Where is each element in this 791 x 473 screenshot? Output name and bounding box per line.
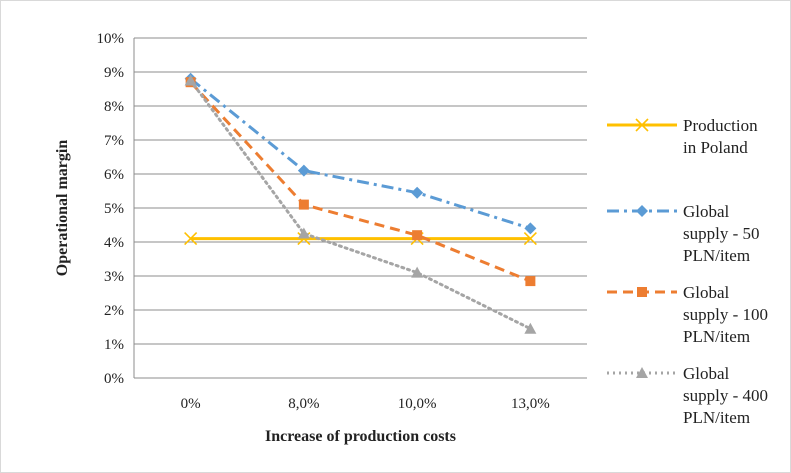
legend: Production in Poland Global supply - 50 PLN/… — [607, 116, 768, 427]
series-4 — [184, 74, 537, 334]
x-tick-label: 8,0% — [288, 396, 319, 412]
axes — [133, 38, 587, 379]
data-point — [411, 266, 424, 278]
legend-label-line: supply - 50 — [683, 224, 760, 243]
legend-label-line: supply - 400 — [683, 386, 768, 405]
legend-label-line: in Poland — [683, 138, 748, 157]
y-tick-label: 10% — [97, 31, 125, 47]
data-point — [525, 276, 536, 287]
legend-label-line: Global — [683, 364, 730, 383]
y-tick-label: 7% — [104, 133, 124, 149]
data-point — [297, 164, 310, 177]
legend-label: Global supply - 100 PLN/item — [683, 283, 768, 346]
data-point — [411, 186, 424, 199]
series-1 — [184, 232, 537, 246]
data-point — [298, 199, 309, 210]
legend-entry-4: Global supply - 400 PLN/item — [607, 364, 768, 427]
x-axis-title: Increase of production costs — [265, 428, 456, 445]
legend-entry-2: Global supply - 50 PLN/item — [607, 202, 760, 265]
y-tick-label: 3% — [104, 269, 124, 285]
series-layer — [184, 72, 537, 334]
series-2 — [184, 72, 537, 235]
x-tick-label: 13,0% — [511, 396, 550, 412]
data-point — [184, 232, 198, 246]
x-tick-label: 10,0% — [398, 396, 437, 412]
legend-marker — [636, 205, 648, 217]
data-point — [184, 74, 197, 86]
x-tick-label: 0% — [181, 396, 201, 412]
y-tick-label: 0% — [104, 371, 124, 387]
legend-label-line: Production — [683, 116, 758, 135]
gridlines — [134, 37, 587, 345]
legend-label-line: PLN/item — [683, 327, 750, 346]
data-point — [523, 232, 537, 246]
series-line — [189, 81, 531, 283]
y-tick-label: 6% — [104, 167, 124, 183]
legend-label: Global supply - 50 PLN/item — [683, 202, 760, 265]
series-line — [189, 77, 531, 230]
legend-label: Production in Poland — [683, 116, 758, 157]
y-tick-label: 9% — [104, 65, 124, 81]
data-point — [524, 222, 537, 235]
y-tick-label: 8% — [104, 99, 124, 115]
y-tick-label: 1% — [104, 337, 124, 353]
legend-label-line: Global — [683, 202, 730, 221]
legend-label: Global supply - 400 PLN/item — [683, 364, 768, 427]
data-point — [297, 227, 310, 239]
legend-entry-3: Global supply - 100 PLN/item — [607, 283, 768, 346]
legend-label-line: supply - 100 — [683, 305, 768, 324]
y-axis-title: Operational margin — [54, 140, 71, 277]
legend-entry-1: Production in Poland — [607, 116, 758, 157]
legend-marker — [636, 367, 648, 378]
y-tick-label: 4% — [104, 235, 124, 251]
legend-marker — [635, 118, 649, 132]
series-line — [189, 79, 532, 331]
legend-label-line: PLN/item — [683, 408, 750, 427]
y-tick-label: 5% — [104, 201, 124, 217]
data-point — [412, 230, 423, 241]
data-point — [524, 322, 537, 334]
y-tick-label: 2% — [104, 303, 124, 319]
legend-marker — [637, 287, 647, 297]
tick-labels: 0% 1% 2% 3% 4% 5% 6% 7% 8% 9% 10% 0% 8,0% 10,0% 13,0% — [97, 31, 550, 412]
legend-label-line: Global — [683, 283, 730, 302]
legend-label-line: PLN/item — [683, 246, 750, 265]
